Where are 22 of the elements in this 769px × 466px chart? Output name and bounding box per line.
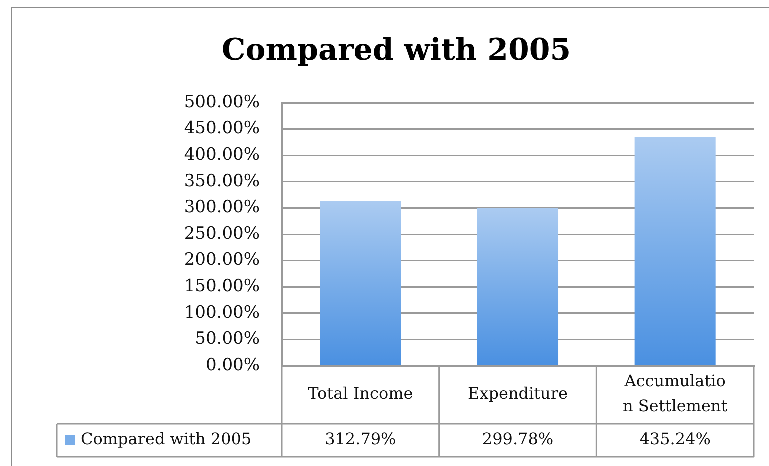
data-label: 312.79% (325, 430, 396, 449)
x-tick-label: Expenditure (468, 384, 568, 404)
chart-title: Compared with 2005 (222, 32, 572, 68)
x-tick-label: Accumulation Settlement (623, 372, 728, 416)
y-tick-label: 250.00% (184, 224, 260, 244)
y-tick-label: 150.00% (184, 276, 260, 297)
y-tick-label: 400.00% (184, 145, 260, 166)
y-tick-label: 300.00% (184, 198, 260, 218)
y-tick-label: 200.00% (184, 250, 260, 270)
bar (634, 137, 716, 366)
legend-label: Compared with 2005 (81, 430, 252, 449)
data-label: 299.78% (482, 430, 554, 449)
y-tick-label: 450.00% (184, 118, 260, 139)
bar (320, 201, 402, 366)
y-tick-label: 0.00% (206, 355, 260, 376)
x-tick-label: Total Income (308, 384, 414, 404)
y-tick-label: 100.00% (184, 302, 260, 323)
bar (477, 208, 559, 366)
y-tick-label: 500.00% (184, 92, 260, 112)
y-tick-label: 50.00% (195, 329, 260, 350)
data-label: 435.24% (640, 430, 711, 449)
y-tick-label: 350.00% (184, 171, 260, 192)
